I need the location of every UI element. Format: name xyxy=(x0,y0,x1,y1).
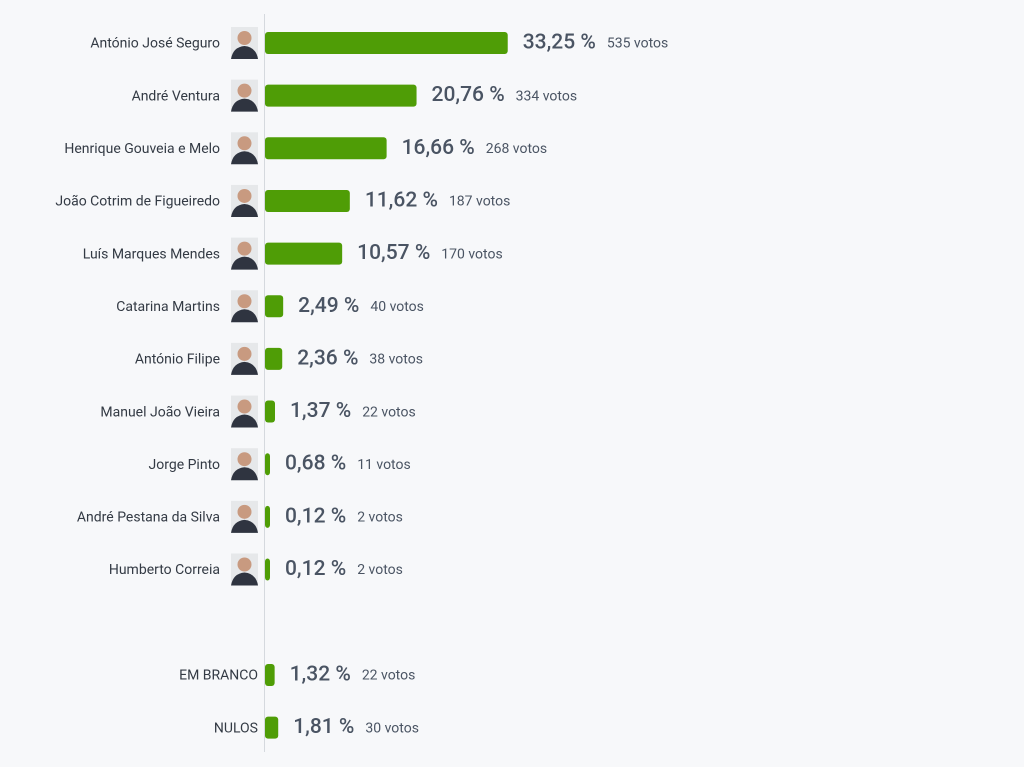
votes-label: 40 votos xyxy=(370,299,424,315)
photo-body xyxy=(231,414,258,428)
photo-head xyxy=(237,188,252,203)
percent-label: 20,76 % xyxy=(432,83,505,107)
photo-body xyxy=(231,467,258,481)
bar xyxy=(265,664,275,686)
candidate-photo xyxy=(231,553,258,586)
photo-body xyxy=(231,46,258,59)
votes-label: 2 votos xyxy=(357,510,403,526)
votes-label: 11 votos xyxy=(357,457,411,473)
bar xyxy=(265,189,350,212)
percent-label: 1,37 % xyxy=(290,399,351,423)
votes-label: 22 votos xyxy=(362,668,416,684)
candidate-name: André Ventura xyxy=(132,88,220,104)
photo-body xyxy=(231,151,258,165)
percent-label: 1,81 % xyxy=(293,715,354,739)
candidate-photo xyxy=(231,290,258,323)
candidate-name: Humberto Correia xyxy=(109,562,220,578)
photo-body xyxy=(231,309,258,323)
photo-head xyxy=(237,504,252,519)
candidate-name: Jorge Pinto xyxy=(149,457,220,473)
candidate-photo xyxy=(231,448,258,481)
votes-label: 535 votos xyxy=(607,36,668,52)
candidate-name: António Filipe xyxy=(135,352,220,368)
candidate-photo xyxy=(231,27,258,59)
bar xyxy=(265,505,270,528)
votes-label: 2 votos xyxy=(357,562,403,578)
candidate-name: NULOS xyxy=(214,720,258,736)
votes-label: 22 votos xyxy=(362,404,416,420)
percent-label: 0,12 % xyxy=(285,504,346,528)
photo-head xyxy=(237,136,252,151)
votes-label: 30 votos xyxy=(365,720,419,736)
photo-head xyxy=(237,346,252,361)
photo-head xyxy=(237,399,252,414)
candidate-name: Catarina Martins xyxy=(116,299,220,315)
candidate-photo xyxy=(231,132,258,165)
percent-label: 2,49 % xyxy=(298,294,359,318)
photo-head xyxy=(237,241,252,256)
bar xyxy=(265,242,343,265)
candidate-name: André Pestana da Silva xyxy=(77,510,220,526)
bar xyxy=(265,295,284,318)
photo-head xyxy=(237,83,252,98)
votes-label: 334 votos xyxy=(516,88,577,104)
candidate-name: Luís Marques Mendes xyxy=(83,246,220,262)
percent-label: 16,66 % xyxy=(402,136,475,160)
percent-label: 1,32 % xyxy=(290,663,351,687)
bar xyxy=(265,84,417,107)
votes-label: 187 votos xyxy=(449,194,510,210)
percent-label: 0,68 % xyxy=(285,452,346,476)
percent-label: 2,36 % xyxy=(297,346,358,370)
photo-head xyxy=(237,452,252,467)
bar xyxy=(265,347,283,370)
votes-label: 38 votos xyxy=(369,352,423,368)
candidate-name: Manuel João Vieira xyxy=(100,404,220,420)
photo-body xyxy=(231,98,258,112)
percent-label: 11,62 % xyxy=(365,188,438,212)
bar xyxy=(265,137,387,160)
photo-body xyxy=(231,203,258,217)
candidate-photo xyxy=(231,500,258,533)
bar xyxy=(265,400,276,423)
photo-head xyxy=(237,557,252,572)
candidate-photo xyxy=(231,79,258,112)
bar xyxy=(265,453,270,476)
photo-body xyxy=(231,572,258,586)
bar xyxy=(265,32,508,54)
votes-label: 170 votos xyxy=(441,246,502,262)
candidate-name: João Cotrim de Figueiredo xyxy=(55,194,220,210)
votes-label: 268 votos xyxy=(486,141,547,157)
percent-label: 10,57 % xyxy=(357,241,430,265)
candidate-name: EM BRANCO xyxy=(179,668,258,684)
bar xyxy=(265,558,270,581)
percent-label: 0,12 % xyxy=(285,557,346,581)
percent-label: 33,25 % xyxy=(523,31,596,55)
bar xyxy=(265,716,279,739)
candidate-name: António José Seguro xyxy=(90,36,220,52)
candidate-photo xyxy=(231,395,258,428)
candidate-name: Henrique Gouveia e Melo xyxy=(64,141,220,157)
candidate-photo xyxy=(231,184,258,217)
photo-head xyxy=(237,31,252,45)
candidate-photo xyxy=(231,342,258,375)
photo-body xyxy=(231,519,258,533)
candidate-photo xyxy=(231,237,258,270)
photo-body xyxy=(231,256,258,270)
photo-body xyxy=(231,361,258,375)
photo-head xyxy=(237,294,252,309)
